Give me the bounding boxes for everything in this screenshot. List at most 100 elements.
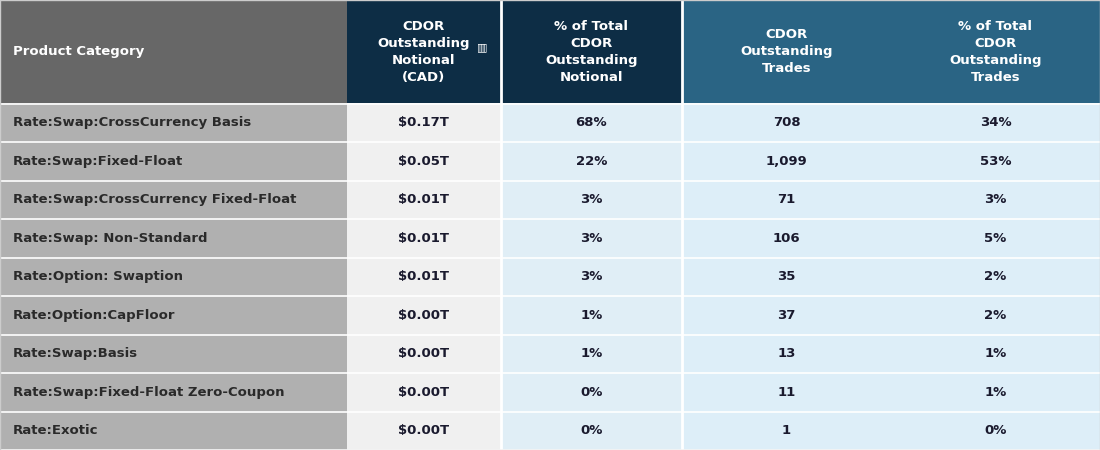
Text: 13: 13 xyxy=(778,347,795,360)
Text: 5%: 5% xyxy=(984,232,1006,245)
Text: 1%: 1% xyxy=(580,347,603,360)
Bar xyxy=(891,0,1100,104)
Bar xyxy=(682,142,891,180)
Text: 0%: 0% xyxy=(580,386,603,399)
Text: Rate:Exotic: Rate:Exotic xyxy=(13,424,99,437)
Text: 3%: 3% xyxy=(580,193,603,206)
Text: 71: 71 xyxy=(778,193,795,206)
Bar xyxy=(682,0,891,104)
Text: 3%: 3% xyxy=(984,193,1006,206)
Bar xyxy=(0,180,346,219)
Bar xyxy=(346,0,500,104)
Text: $0.00T: $0.00T xyxy=(398,424,449,437)
Text: $0.17T: $0.17T xyxy=(398,116,449,129)
Text: Rate:Swap:Fixed-Float Zero-Coupon: Rate:Swap:Fixed-Float Zero-Coupon xyxy=(13,386,285,399)
Text: % of Total
CDOR
Outstanding
Notional: % of Total CDOR Outstanding Notional xyxy=(544,20,638,84)
Bar xyxy=(500,180,682,219)
Bar xyxy=(0,142,346,180)
Bar xyxy=(346,142,500,180)
Bar xyxy=(682,257,891,296)
Bar xyxy=(0,219,346,257)
Bar xyxy=(891,334,1100,373)
Bar xyxy=(500,334,682,373)
Text: 2%: 2% xyxy=(984,270,1006,283)
Bar xyxy=(500,104,682,142)
Bar xyxy=(0,0,346,104)
Text: % of Total
CDOR
Outstanding
Trades: % of Total CDOR Outstanding Trades xyxy=(949,20,1042,84)
Text: Rate:Swap: Non-Standard: Rate:Swap: Non-Standard xyxy=(13,232,208,245)
Bar xyxy=(0,257,346,296)
Bar xyxy=(346,257,500,296)
Bar xyxy=(682,334,891,373)
Bar xyxy=(0,334,346,373)
Text: 2%: 2% xyxy=(984,309,1006,322)
Text: 11: 11 xyxy=(778,386,795,399)
Bar xyxy=(891,373,1100,411)
Text: Rate:Option: Swaption: Rate:Option: Swaption xyxy=(13,270,184,283)
Bar xyxy=(500,257,682,296)
Bar xyxy=(0,411,346,450)
Bar xyxy=(346,219,500,257)
Text: Rate:Option:CapFloor: Rate:Option:CapFloor xyxy=(13,309,176,322)
Text: Product Category: Product Category xyxy=(13,45,144,58)
Bar xyxy=(891,142,1100,180)
Bar xyxy=(891,180,1100,219)
Bar xyxy=(500,411,682,450)
Text: 1%: 1% xyxy=(580,309,603,322)
Bar xyxy=(682,219,891,257)
Text: $0.01T: $0.01T xyxy=(398,270,449,283)
Text: 35: 35 xyxy=(778,270,795,283)
Bar xyxy=(500,0,682,104)
Text: 1: 1 xyxy=(782,424,791,437)
Text: 708: 708 xyxy=(772,116,801,129)
Bar xyxy=(0,373,346,411)
Bar xyxy=(346,411,500,450)
Bar xyxy=(891,257,1100,296)
Bar xyxy=(891,411,1100,450)
Text: $0.01T: $0.01T xyxy=(398,232,449,245)
Text: 0%: 0% xyxy=(984,424,1006,437)
Text: 106: 106 xyxy=(772,232,801,245)
Text: CDOR
Outstanding
Notional
(CAD): CDOR Outstanding Notional (CAD) xyxy=(377,20,470,84)
Bar xyxy=(500,296,682,334)
Bar xyxy=(346,334,500,373)
Bar xyxy=(500,219,682,257)
Bar xyxy=(682,104,891,142)
Bar xyxy=(891,219,1100,257)
Text: $0.00T: $0.00T xyxy=(398,309,449,322)
Bar xyxy=(346,296,500,334)
Bar xyxy=(346,180,500,219)
Text: 0%: 0% xyxy=(580,424,603,437)
Text: Rate:Swap:Basis: Rate:Swap:Basis xyxy=(13,347,139,360)
Bar xyxy=(0,104,346,142)
Text: Rate:Swap:Fixed-Float: Rate:Swap:Fixed-Float xyxy=(13,155,184,168)
Text: $0.05T: $0.05T xyxy=(398,155,449,168)
Bar xyxy=(500,373,682,411)
Text: 34%: 34% xyxy=(980,116,1011,129)
Bar xyxy=(346,373,500,411)
Text: $0.00T: $0.00T xyxy=(398,386,449,399)
Text: Rate:Swap:CrossCurrency Basis: Rate:Swap:CrossCurrency Basis xyxy=(13,116,252,129)
Text: ▥: ▥ xyxy=(476,43,487,53)
Text: 37: 37 xyxy=(778,309,795,322)
Text: 53%: 53% xyxy=(980,155,1011,168)
Text: 3%: 3% xyxy=(580,232,603,245)
Bar xyxy=(0,296,346,334)
Bar xyxy=(682,373,891,411)
Text: 1,099: 1,099 xyxy=(766,155,807,168)
Text: Rate:Swap:CrossCurrency Fixed-Float: Rate:Swap:CrossCurrency Fixed-Float xyxy=(13,193,297,206)
Bar xyxy=(682,180,891,219)
Text: 22%: 22% xyxy=(575,155,607,168)
Bar xyxy=(891,296,1100,334)
Bar xyxy=(891,104,1100,142)
Text: CDOR
Outstanding
Trades: CDOR Outstanding Trades xyxy=(740,28,833,75)
Bar xyxy=(682,296,891,334)
Text: 1%: 1% xyxy=(984,347,1006,360)
Bar xyxy=(682,411,891,450)
Text: 68%: 68% xyxy=(575,116,607,129)
Text: $0.01T: $0.01T xyxy=(398,193,449,206)
Bar xyxy=(346,104,500,142)
Text: $0.00T: $0.00T xyxy=(398,347,449,360)
Text: 3%: 3% xyxy=(580,270,603,283)
Bar xyxy=(500,142,682,180)
